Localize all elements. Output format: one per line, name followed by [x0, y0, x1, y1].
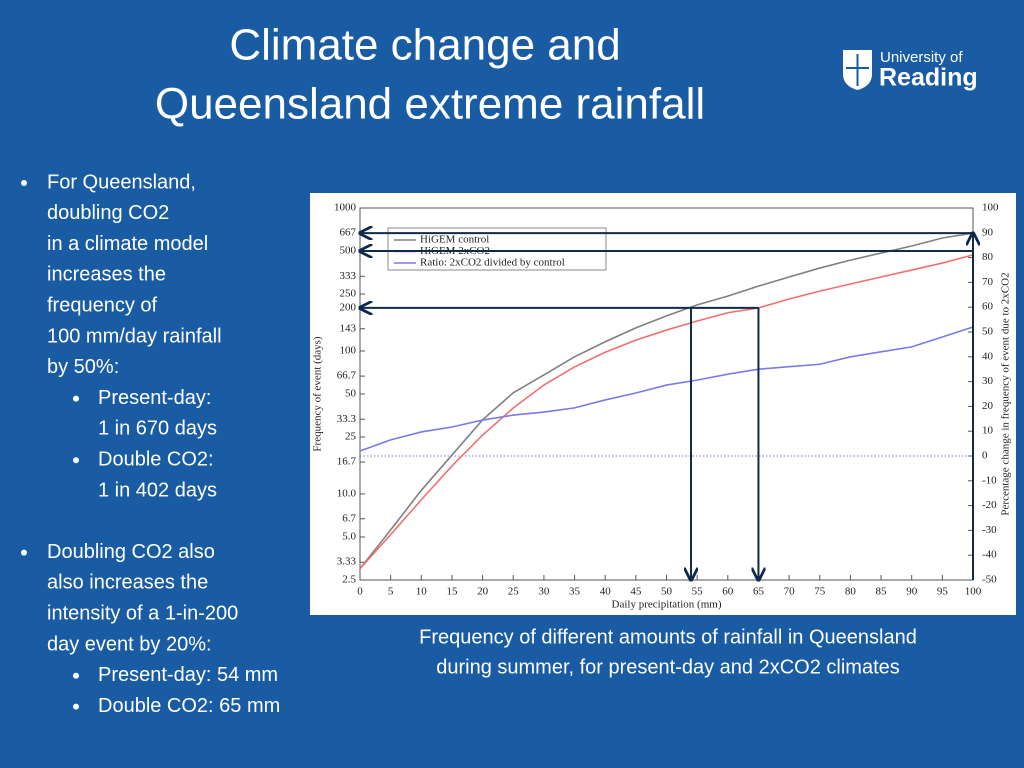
- bullet-dot: [73, 672, 79, 679]
- x-tick-label: 95: [937, 586, 949, 598]
- y-tick-label: 5.0: [342, 530, 356, 542]
- y-tick-label: 50: [345, 388, 357, 400]
- caption: Frequency of different amounts of rainfa…: [419, 626, 917, 648]
- y2-axis-label: Percentage change in frequency of event …: [1000, 272, 1012, 515]
- bullet-text: frequency of: [47, 294, 158, 316]
- y-tick-label: 143: [340, 322, 357, 334]
- bullet-text: 1 in 670 days: [98, 418, 217, 440]
- y-tick-label: 333: [340, 270, 357, 282]
- bullet-text: Present-day: 54 mm: [98, 664, 278, 686]
- y2-tick-label: 70: [982, 276, 994, 288]
- y2-tick-label: -10: [982, 474, 997, 486]
- logo-cross: [846, 54, 869, 86]
- y-tick-label: 33.3: [337, 413, 357, 425]
- title: Queensland extreme rainfall: [155, 80, 705, 129]
- y2-tick-label: 10: [982, 425, 994, 437]
- x-tick-label: 60: [722, 586, 734, 598]
- y-axis-label: Frequency of event (days): [312, 336, 324, 451]
- y-tick-label: 250: [340, 288, 357, 300]
- y-tick-label: 66.7: [337, 370, 357, 382]
- chart: 100066750033325020014310066.75033.32516.…: [312, 202, 1012, 611]
- y2-tick-label: 40: [982, 350, 994, 362]
- bullet-text: also increases the: [47, 572, 208, 594]
- logo: University of Reading: [843, 49, 978, 92]
- bullet-dot: [21, 549, 27, 556]
- y-tick-label: 2.5: [342, 574, 356, 586]
- title: Climate change and: [229, 21, 620, 70]
- y2-tick-label: 20: [982, 400, 994, 412]
- x-tick-label: 20: [477, 586, 489, 598]
- x-tick-label: 50: [661, 586, 673, 598]
- y2-tick-label: -20: [982, 499, 997, 511]
- y-tick-label: 200: [340, 301, 357, 313]
- x-tick-label: 10: [416, 586, 428, 598]
- y2-tick-label: 100: [982, 202, 999, 214]
- y-tick-label: 16.7: [337, 456, 357, 468]
- x-tick-label: 35: [569, 586, 581, 598]
- y-tick-label: 500: [340, 245, 357, 257]
- caption: during summer, for present-day and 2xCO2…: [436, 656, 900, 678]
- y-tick-label: 667: [340, 227, 357, 239]
- y-tick-label: 3.33: [337, 556, 357, 568]
- bullet-text: Double CO2: 65 mm: [98, 695, 280, 717]
- y2-tick-label: -40: [982, 549, 997, 561]
- x-tick-label: 25: [508, 586, 520, 598]
- bullet-text: Present-day:: [98, 387, 211, 409]
- bullet-dot: [73, 703, 79, 710]
- y-tick-label: 25: [345, 431, 357, 443]
- y2-tick-label: 80: [982, 251, 994, 263]
- bullet-dot: [21, 180, 27, 186]
- logo-text: University of: [880, 49, 963, 66]
- x-tick-label: 100: [965, 586, 982, 598]
- x-tick-label: 55: [692, 586, 704, 598]
- legend-box: [387, 227, 607, 271]
- x-tick-label: 30: [538, 586, 550, 598]
- x-tick-label: 75: [814, 586, 826, 598]
- x-tick-label: 40: [600, 586, 612, 598]
- bullet-text: intensity of a 1-in-200: [47, 602, 238, 624]
- bullet-text: doubling CO2: [47, 202, 169, 224]
- logo-text: Reading: [879, 64, 978, 92]
- y-tick-label: 1000: [334, 202, 357, 214]
- x-tick-label: 0: [357, 586, 363, 598]
- bullets: For Queensland, doubling CO2 in a climate …: [21, 171, 280, 717]
- bullet-text: by 50%:: [47, 356, 119, 378]
- y2-tick-label: -30: [982, 524, 997, 536]
- legend-label: HiGEM control: [420, 234, 489, 246]
- bullet-text: Double CO2:: [98, 448, 214, 470]
- bullet-text: 100 mm/day rainfall: [47, 325, 222, 347]
- series-line: [359, 326, 974, 452]
- y2-tick-label: 0: [982, 450, 988, 462]
- bullet-text: 1 in 402 days: [98, 479, 217, 501]
- bullet-text: in a climate model: [47, 233, 208, 255]
- x-tick-label: 45: [630, 586, 642, 598]
- x-tick-label: 90: [906, 586, 918, 598]
- y2-tick-label: 90: [982, 226, 994, 238]
- legend-label: Ratio: 2xCO2 divided by control: [420, 257, 565, 269]
- bullet-text: increases the: [47, 264, 166, 286]
- x-tick-label: 70: [784, 586, 796, 598]
- bullet-text: Doubling CO2 also: [47, 541, 215, 563]
- y-tick-label: 100: [340, 344, 357, 356]
- x-axis-label: Daily precipitation (mm): [612, 599, 722, 611]
- bullet-text: For Queensland,: [47, 171, 196, 193]
- x-tick-label: 65: [753, 586, 765, 598]
- series-line: [359, 254, 974, 570]
- x-tick-label: 85: [876, 586, 888, 598]
- x-tick-label: 5: [388, 586, 394, 598]
- y2-tick-label: -50: [982, 574, 997, 586]
- bullet-text: day event by 20%:: [47, 633, 212, 655]
- x-tick-label: 15: [446, 586, 458, 598]
- series-line: [359, 232, 974, 570]
- y2-tick-label: 50: [982, 326, 994, 338]
- y2-tick-label: 60: [982, 301, 994, 313]
- y2-tick-label: 30: [982, 375, 994, 387]
- bullet-dot: [73, 395, 79, 402]
- bullet-dot: [73, 457, 79, 464]
- x-tick-label: 80: [845, 586, 857, 598]
- y-tick-label: 6.7: [342, 512, 356, 524]
- y-tick-label: 10.0: [337, 487, 357, 499]
